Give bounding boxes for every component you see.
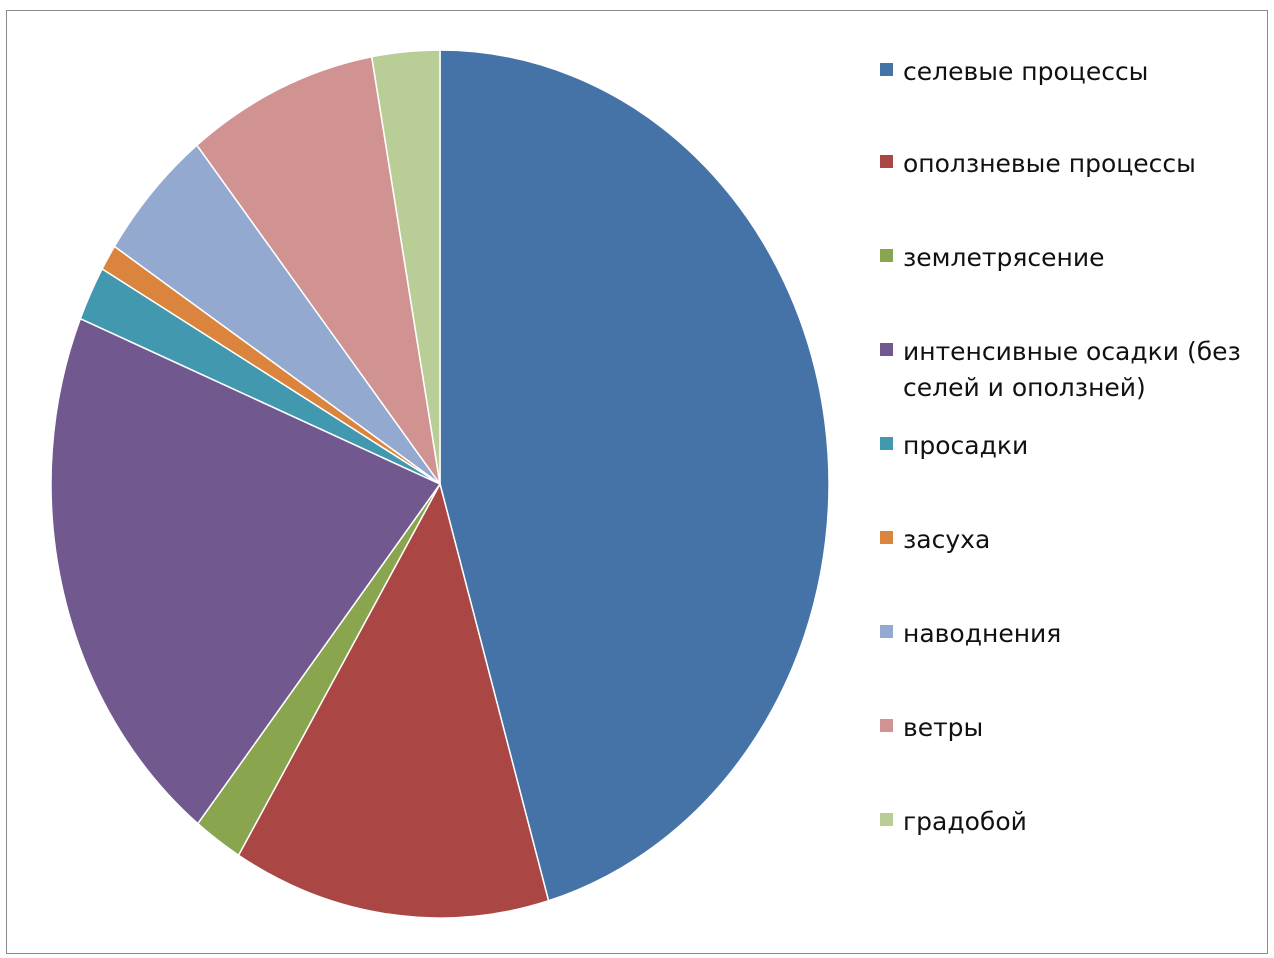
pie-slice-2 — [237, 483, 550, 919]
legend-swatch — [880, 155, 893, 168]
legend-label: интенсивные осадки (без селей и оползней… — [903, 337, 1241, 402]
legend-item: наводнения — [880, 616, 1253, 652]
legend-swatch — [880, 343, 893, 356]
legend-item: землетрясение — [880, 240, 1253, 276]
legend-swatch — [880, 437, 893, 450]
legend-item: оползневые процессы — [880, 146, 1253, 182]
legend-swatch — [880, 63, 893, 76]
legend-label: просадки — [903, 431, 1029, 460]
legend-item: просадки — [880, 428, 1253, 464]
legend-label: градобой — [903, 807, 1027, 836]
legend-swatch — [880, 531, 893, 544]
legend-label: засуха — [903, 525, 991, 554]
legend-label: землетрясение — [903, 243, 1105, 272]
pie-slice-4 — [50, 317, 441, 825]
pie-slice-9 — [370, 49, 441, 485]
pie-slice-1 — [439, 49, 830, 902]
legend-swatch — [880, 813, 893, 826]
legend-item: засуха — [880, 522, 1253, 558]
legend-label: оползневые процессы — [903, 149, 1196, 178]
legend-swatch — [880, 249, 893, 262]
pie-slice-8 — [196, 55, 441, 485]
legend-label: наводнения — [903, 619, 1062, 648]
legend-swatch — [880, 625, 893, 638]
legend-item: селевые процессы — [880, 54, 1253, 90]
legend-label: селевые процессы — [903, 57, 1149, 86]
legend-item: градобой — [880, 804, 1253, 840]
legend-label: ветры — [903, 713, 984, 742]
legend-item: интенсивные осадки (без селей и оползней… — [880, 334, 1253, 406]
legend-swatch — [880, 719, 893, 732]
legend-item: ветры — [880, 710, 1253, 746]
